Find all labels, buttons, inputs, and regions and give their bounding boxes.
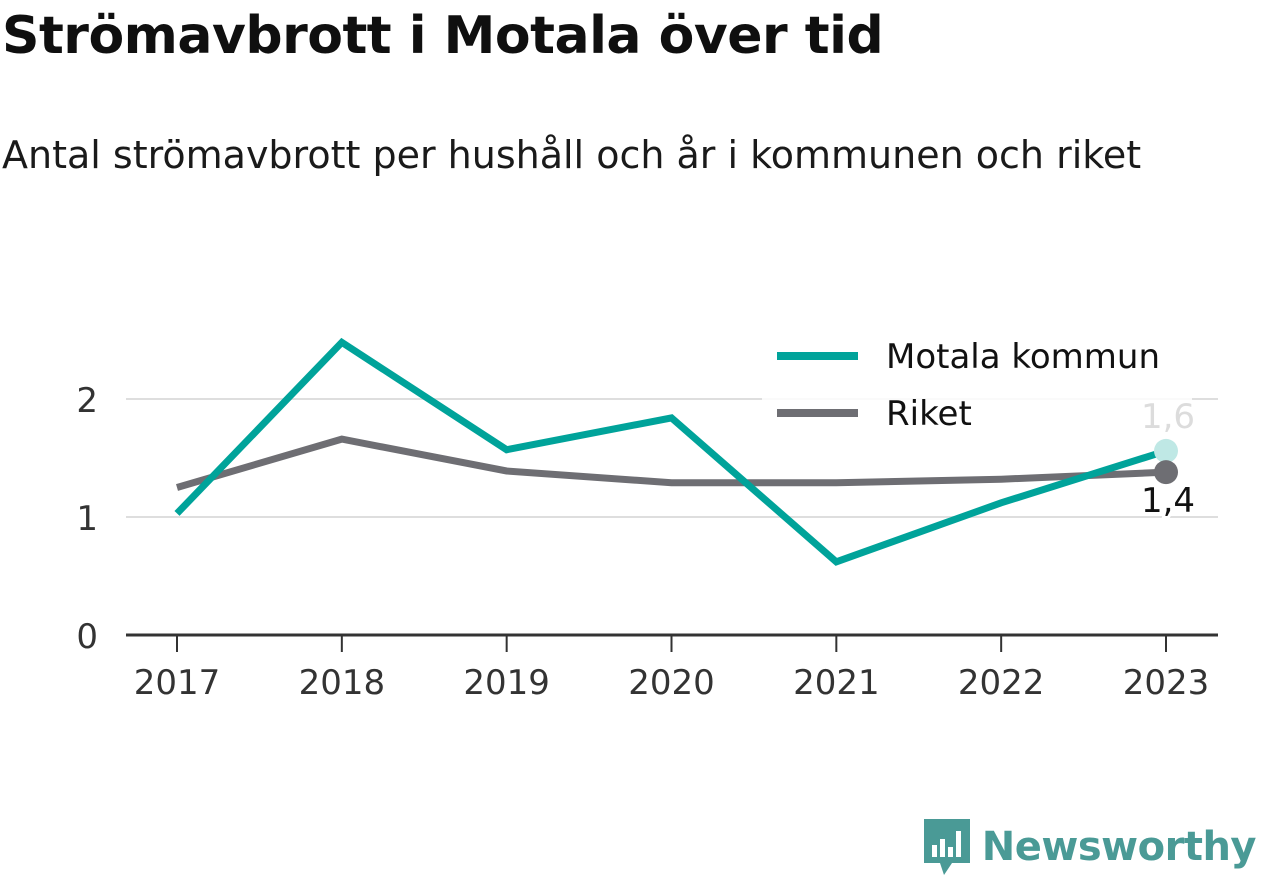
x-tick-label: 2017 [134,663,221,703]
y-tick-label: 1 [76,499,98,539]
chart-title: Strömavbrott i Motala över tid [2,6,884,66]
chart-subtitle: Antal strömavbrott per hushåll och år i … [2,133,1142,177]
legend-label: Motala kommun [886,337,1160,377]
x-tick-label: 2023 [1123,663,1210,703]
x-axis-ticks: 2017 2018 2019 2020 2021 2022 2023 [134,635,1210,703]
series-line-riket [176,435,1167,491]
x-tick-label: 2022 [958,663,1045,703]
y-tick-label: 2 [76,381,98,421]
end-label-motala: 1,6 [1141,397,1195,437]
newsworthy-logo-icon [923,819,970,875]
x-tick-label: 2019 [463,663,550,703]
end-point-riket [1154,460,1178,485]
x-tick-label: 2018 [299,663,386,703]
brand-logo: Newsworthy [922,817,1257,877]
end-labels: 1,6 1,4 [1138,397,1198,524]
legend-background [762,330,1192,438]
end-point-motala [1154,438,1178,463]
x-tick-label: 2020 [628,663,715,703]
y-tick-label: 0 [76,617,98,657]
series-lines [174,337,1168,566]
legend: Motala kommun Riket [762,330,1192,438]
x-tick-label: 2021 [793,663,880,703]
end-label-riket: 1,4 [1141,481,1195,521]
y-axis-ticks: 0 1 2 [76,381,98,657]
brand-name: Newsworthy [981,824,1257,870]
series-line-motala [174,337,1168,566]
legend-label: Riket [886,394,972,434]
